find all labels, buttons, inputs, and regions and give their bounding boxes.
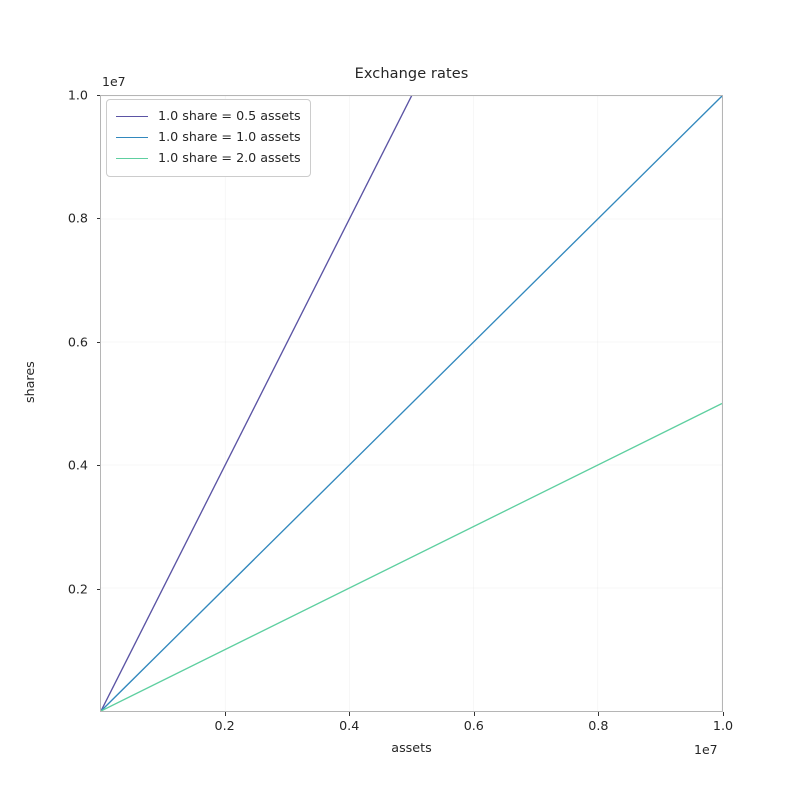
- legend-color-swatch: [116, 116, 148, 117]
- x-tick-mark: [473, 712, 475, 716]
- legend-label: 1.0 share = 1.0 assets: [158, 129, 301, 145]
- legend-color-swatch: [116, 137, 148, 138]
- legend[interactable]: 1.0 share = 0.5 assets 1.0 share = 1.0 a…: [106, 99, 311, 177]
- y-tick-label: 0.6: [67, 334, 88, 350]
- y-tick-mark: [96, 95, 100, 96]
- y-tick-mark: [96, 341, 100, 343]
- plot-area: [100, 95, 723, 712]
- x-tick-mark: [224, 712, 226, 716]
- series-line-0: [101, 96, 722, 711]
- y-axis-label: shares: [22, 361, 37, 403]
- legend-entry[interactable]: 1.0 share = 2.0 assets: [116, 148, 301, 169]
- chart-title: Exchange rates: [354, 66, 469, 82]
- x-tick-label: 1.0: [712, 718, 734, 733]
- x-tick-label: 0.8: [588, 718, 609, 733]
- legend-label: 1.0 share = 0.5 assets: [158, 108, 301, 124]
- legend-entry[interactable]: 1.0 share = 1.0 assets: [116, 127, 301, 148]
- y-tick-label: 0.2: [67, 581, 88, 597]
- x-tick-label: 0.6: [463, 718, 484, 733]
- x-tick-mark: [598, 712, 600, 716]
- series-lines: [101, 96, 722, 711]
- y-tick-mark: [96, 588, 100, 590]
- y-axis-offset-label: 1e7: [102, 74, 126, 89]
- legend-color-swatch: [116, 158, 148, 159]
- y-tick-label: 0.4: [67, 457, 88, 473]
- y-tick-mark: [96, 465, 100, 467]
- x-tick-label: 0.2: [214, 718, 235, 733]
- y-tick-label: 0.8: [67, 210, 88, 226]
- x-axis-label: assets: [391, 740, 432, 755]
- x-tick-mark: [349, 712, 351, 716]
- x-axis-offset-label: 1e7: [694, 742, 718, 757]
- series-line-2: [101, 404, 722, 712]
- series-line-1: [101, 96, 722, 711]
- x-tick-mark: [723, 712, 724, 716]
- legend-entry[interactable]: 1.0 share = 0.5 assets: [116, 106, 301, 127]
- y-tick-mark: [96, 218, 100, 220]
- x-tick-label: 0.4: [339, 718, 360, 733]
- y-tick-label: 1.0: [67, 87, 88, 103]
- gridlines: [101, 96, 722, 711]
- legend-label: 1.0 share = 2.0 assets: [158, 150, 301, 166]
